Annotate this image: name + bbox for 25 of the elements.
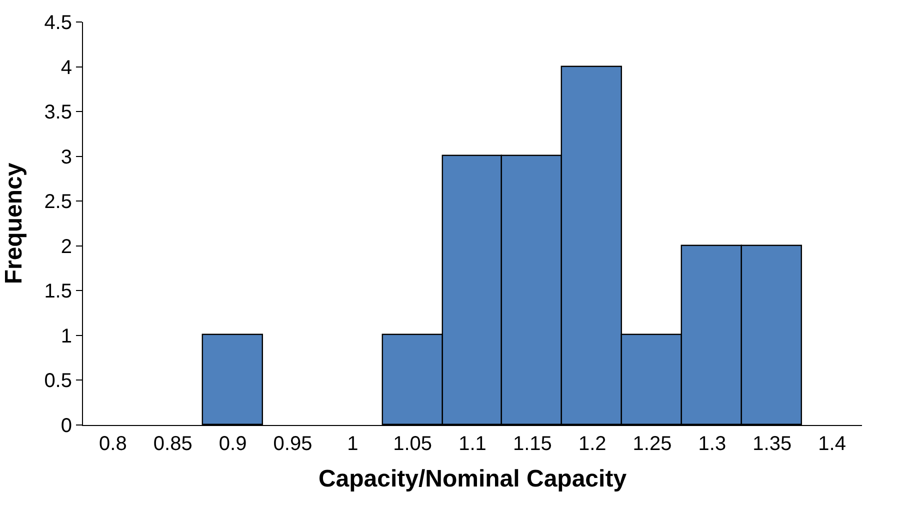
- y-tick-label: 2.5: [44, 191, 72, 214]
- x-tick-label: 0.85: [153, 433, 192, 455]
- x-tick-label: 1: [347, 433, 358, 455]
- x-tick-label: 1.35: [752, 433, 792, 455]
- x-tick-label: 1.3: [698, 433, 726, 455]
- x-tick-label: 1.25: [632, 433, 672, 455]
- x-tick-label: 0.9: [218, 433, 247, 455]
- x-tick-label: 1.4: [818, 433, 846, 455]
- x-tick-label: 0.95: [273, 433, 312, 455]
- x-tick-label: 1.15: [512, 433, 552, 455]
- x-tick-label: 1.05: [393, 433, 432, 455]
- y-axis-title: Frequency: [0, 162, 28, 284]
- x-tick-label: 1.2: [578, 433, 606, 455]
- y-tick-label: 4.5: [44, 12, 72, 34]
- x-tick-label: 0.8: [99, 433, 127, 455]
- y-tick-label: 0: [60, 415, 72, 437]
- y-tick-label: 1.5: [44, 280, 72, 303]
- y-tick-label: 4: [60, 56, 72, 79]
- y-tick-label: 3.5: [44, 102, 72, 124]
- y-tick-label: 2: [60, 236, 72, 258]
- y-tick-label: 1: [60, 325, 72, 348]
- x-tick-label: 1.1: [458, 433, 486, 455]
- y-tick-label: 3: [60, 146, 72, 168]
- x-axis-title: Capacity/Nominal Capacity: [318, 465, 628, 492]
- y-tick-label: 0.5: [44, 370, 72, 392]
